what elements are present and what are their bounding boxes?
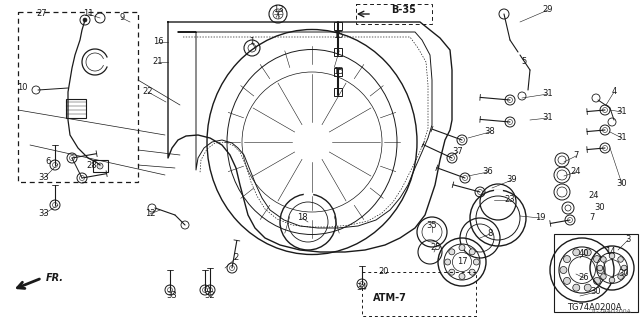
Circle shape: [593, 256, 600, 263]
Circle shape: [584, 249, 591, 256]
Bar: [554, 234, 638, 312]
Circle shape: [459, 244, 465, 251]
Text: TG74A0200A: TG74A0200A: [591, 309, 632, 314]
Circle shape: [618, 257, 623, 262]
Text: 3: 3: [625, 236, 630, 244]
Text: 38: 38: [484, 127, 495, 137]
Text: 34: 34: [356, 284, 367, 292]
Circle shape: [563, 277, 570, 284]
Circle shape: [474, 259, 479, 265]
Bar: [334, 22, 342, 30]
Text: 29: 29: [543, 5, 553, 14]
Text: 33: 33: [166, 292, 177, 300]
Circle shape: [449, 269, 455, 275]
Circle shape: [573, 284, 580, 291]
Circle shape: [573, 249, 580, 256]
Circle shape: [593, 277, 600, 284]
Circle shape: [83, 18, 87, 22]
Text: 25: 25: [431, 244, 441, 252]
Circle shape: [609, 253, 615, 259]
Text: 40: 40: [579, 250, 589, 259]
Text: 32: 32: [205, 292, 215, 300]
Text: 1: 1: [250, 37, 255, 46]
Text: 24: 24: [589, 191, 599, 201]
Text: 21: 21: [153, 58, 163, 67]
Text: 26: 26: [579, 274, 589, 283]
Text: 22: 22: [143, 87, 153, 97]
Text: 15: 15: [333, 31, 343, 41]
Text: 30: 30: [619, 269, 629, 278]
Text: 8: 8: [487, 229, 493, 238]
Text: B-35: B-35: [392, 5, 417, 15]
Text: 31: 31: [617, 133, 627, 142]
Circle shape: [459, 273, 465, 279]
Circle shape: [445, 259, 451, 265]
Circle shape: [601, 274, 606, 279]
Circle shape: [609, 277, 615, 283]
Text: 23: 23: [505, 196, 515, 204]
Text: 17: 17: [457, 258, 467, 267]
Text: 36: 36: [483, 167, 493, 177]
Bar: [334, 68, 342, 76]
Text: 31: 31: [617, 108, 627, 116]
Circle shape: [469, 249, 475, 255]
Text: 14: 14: [605, 247, 615, 257]
Text: 30: 30: [617, 180, 627, 188]
Circle shape: [560, 267, 567, 274]
Text: 16: 16: [153, 37, 163, 46]
Bar: [93, 160, 108, 172]
Text: 33: 33: [38, 210, 49, 219]
Text: 7: 7: [573, 151, 579, 161]
Text: 31: 31: [543, 90, 554, 99]
Text: 2: 2: [234, 253, 239, 262]
Text: 9: 9: [120, 13, 125, 22]
Circle shape: [597, 267, 604, 274]
Text: 35: 35: [427, 221, 437, 230]
Text: 30: 30: [595, 204, 605, 212]
Text: 6: 6: [45, 157, 51, 166]
Circle shape: [621, 265, 627, 271]
Text: 20: 20: [379, 268, 389, 276]
Text: 5: 5: [522, 58, 527, 67]
Bar: [334, 88, 342, 96]
Text: 33: 33: [38, 173, 49, 182]
Text: FR.: FR.: [46, 273, 64, 283]
Text: 4: 4: [611, 87, 616, 97]
Text: 10: 10: [17, 84, 28, 92]
Circle shape: [601, 257, 606, 262]
Text: 31: 31: [543, 114, 554, 123]
Text: TG74A0200A: TG74A0200A: [566, 303, 621, 313]
Text: 15: 15: [333, 68, 343, 76]
Text: 7: 7: [589, 213, 595, 222]
Text: 11: 11: [83, 10, 93, 19]
Text: ATM-7: ATM-7: [373, 293, 407, 303]
Circle shape: [597, 265, 603, 271]
Circle shape: [618, 274, 623, 279]
Text: 19: 19: [535, 213, 545, 222]
Bar: [18, 12, 138, 182]
Text: 12: 12: [145, 210, 156, 219]
Circle shape: [97, 163, 103, 169]
Text: 27: 27: [36, 10, 47, 19]
Circle shape: [563, 256, 570, 263]
Bar: [334, 48, 342, 56]
Circle shape: [449, 249, 455, 255]
Text: 37: 37: [452, 148, 463, 156]
Bar: [356, 4, 432, 24]
Bar: [66, 99, 86, 118]
Text: 39: 39: [507, 175, 517, 185]
Circle shape: [584, 284, 591, 291]
Bar: [362, 272, 476, 316]
Text: 24: 24: [571, 167, 581, 177]
Text: 28: 28: [86, 162, 97, 171]
Circle shape: [469, 269, 475, 275]
Text: 18: 18: [297, 213, 307, 222]
Text: 13: 13: [273, 5, 284, 14]
Text: 30: 30: [591, 287, 602, 297]
